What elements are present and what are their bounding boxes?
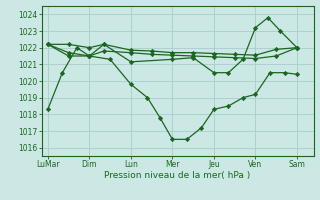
X-axis label: Pression niveau de la mer( hPa ): Pression niveau de la mer( hPa ) xyxy=(104,171,251,180)
